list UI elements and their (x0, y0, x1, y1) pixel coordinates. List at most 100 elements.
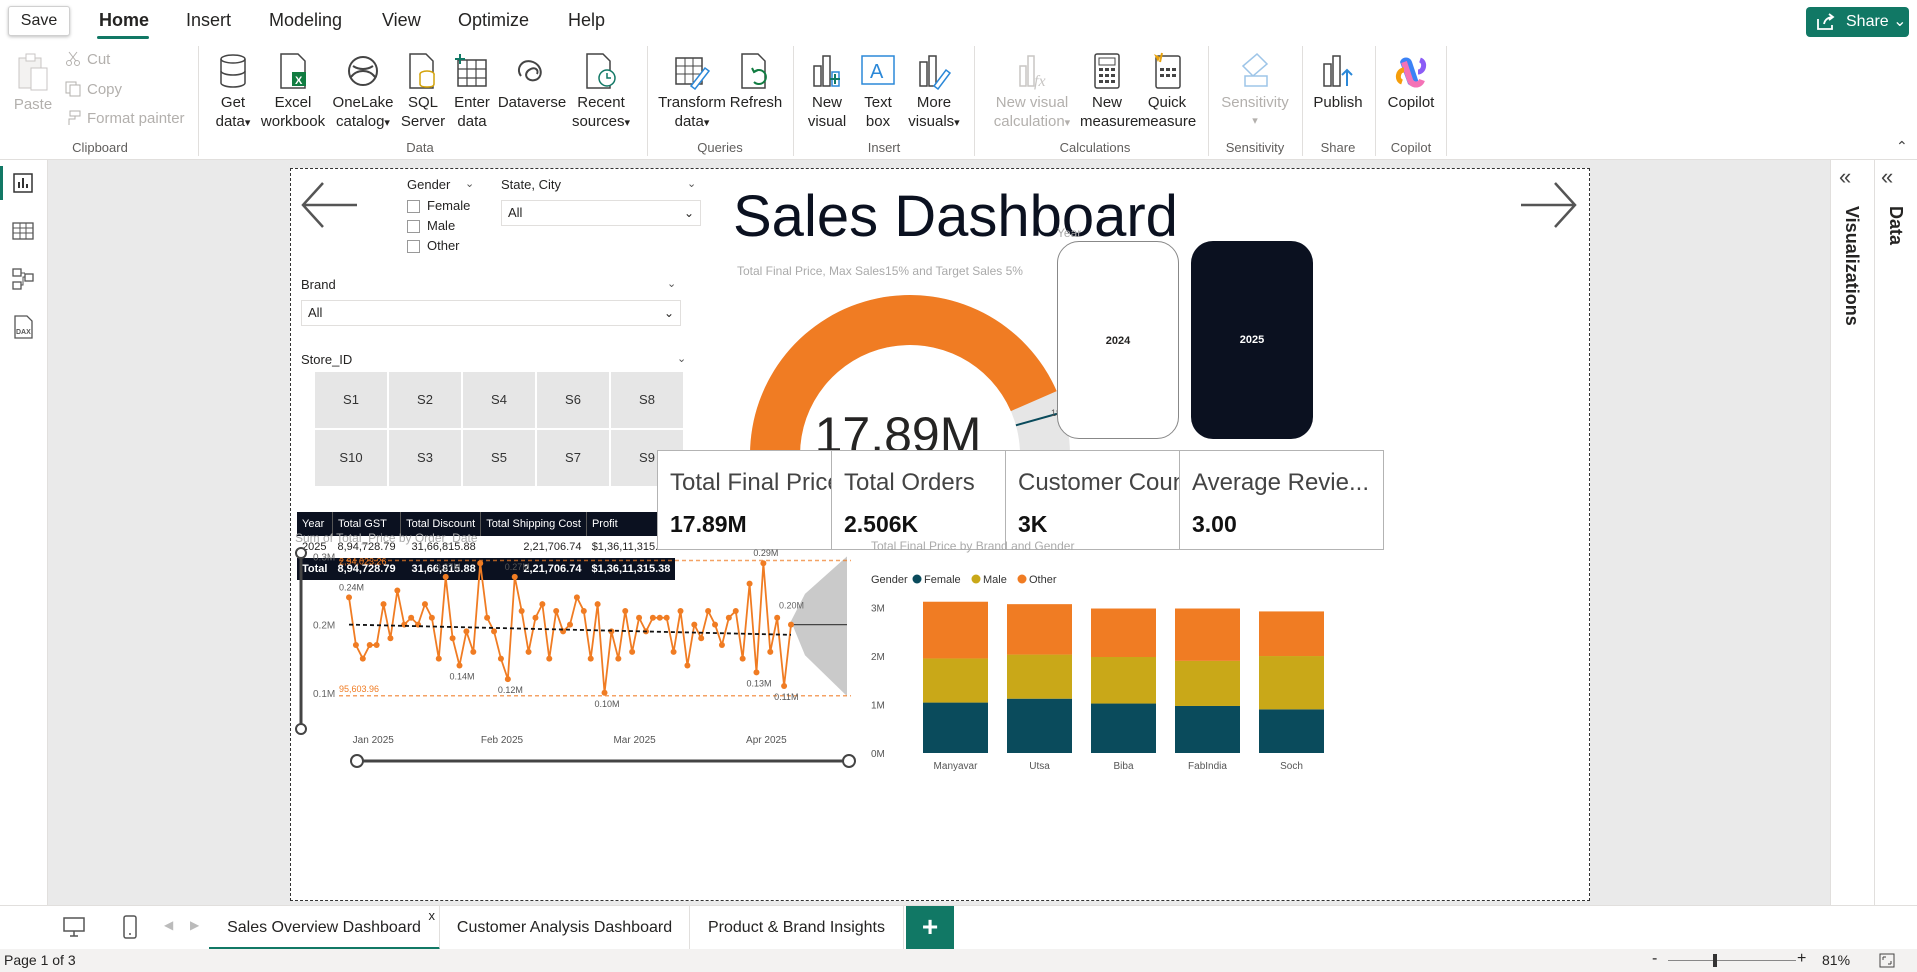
data-point[interactable] (387, 635, 394, 642)
excel-workbook-button[interactable]: X Excel workbook (260, 52, 326, 131)
data-point[interactable] (760, 560, 767, 567)
tab-home[interactable]: Home (99, 10, 150, 30)
data-point[interactable] (352, 642, 359, 649)
data-point[interactable] (788, 621, 794, 628)
year-option-2025[interactable]: 2025 (1191, 241, 1313, 439)
desktop-layout-icon[interactable] (62, 916, 86, 938)
store-tile[interactable]: S3 (389, 430, 461, 486)
data-point[interactable] (705, 607, 712, 614)
store-tile[interactable]: S5 (463, 430, 535, 486)
bar-segment[interactable] (1175, 705, 1240, 753)
data-point[interactable] (622, 607, 629, 614)
bar-segment[interactable] (1007, 698, 1072, 753)
data-point[interactable] (518, 607, 525, 614)
bar-segment[interactable] (1007, 654, 1072, 699)
new-visual-button[interactable]: New visual (802, 52, 852, 131)
kpi-card-total-orders[interactable]: Total Orders 2.506K (831, 450, 1036, 550)
bar-segment[interactable] (923, 658, 988, 703)
data-point[interactable] (380, 601, 387, 608)
data-point[interactable] (497, 655, 504, 662)
copilot-button[interactable]: Copilot (1380, 52, 1442, 112)
share-button[interactable]: Share ⌄ (1806, 7, 1909, 37)
data-point[interactable] (753, 669, 760, 676)
data-point[interactable] (677, 607, 684, 614)
table-view-icon[interactable] (10, 218, 36, 244)
bar-segment[interactable] (1091, 608, 1156, 657)
data-point[interactable] (594, 601, 601, 608)
data-point[interactable] (463, 628, 470, 635)
data-point[interactable] (670, 648, 677, 655)
legend-label[interactable]: Other (1029, 574, 1057, 586)
visualizations-pane-tab[interactable]: Visualizations (1842, 206, 1862, 326)
data-point[interactable] (691, 621, 698, 628)
tab-insert[interactable]: Insert (186, 10, 232, 30)
data-point[interactable] (394, 587, 401, 594)
data-point[interactable] (366, 642, 373, 649)
data-point[interactable] (546, 655, 553, 662)
data-point[interactable] (525, 648, 532, 655)
data-point[interactable] (656, 614, 663, 621)
data-point[interactable] (477, 560, 484, 567)
data-point[interactable] (373, 642, 380, 649)
chevron-down-icon[interactable]: ⌄ (465, 178, 475, 190)
transform-data-button[interactable]: Transform data▾ (656, 52, 728, 133)
format-painter-button[interactable]: Format painter (65, 108, 185, 132)
data-point[interactable] (684, 662, 691, 669)
data-point[interactable] (615, 655, 622, 662)
zoom-in-button[interactable]: + (1797, 950, 1807, 967)
paste-button[interactable]: Paste (12, 52, 54, 114)
data-point[interactable] (629, 648, 636, 655)
bar-segment[interactable] (1007, 604, 1072, 655)
store-tile[interactable]: S10 (315, 430, 387, 486)
tab-optimize[interactable]: Optimize (458, 10, 530, 30)
x-slider-handle[interactable] (842, 754, 856, 768)
data-point[interactable] (484, 614, 491, 621)
data-point[interactable] (573, 594, 580, 601)
zoom-slider-thumb[interactable] (1713, 954, 1717, 967)
bar-segment[interactable] (1175, 608, 1240, 661)
fit-to-page-icon[interactable] (1878, 952, 1896, 969)
data-point[interactable] (567, 621, 573, 628)
close-tab-icon[interactable]: x (428, 908, 436, 923)
cut-button[interactable]: Cut (65, 49, 110, 73)
table-header[interactable]: Total Discount (400, 512, 482, 536)
data-pane-tab[interactable]: Data (1886, 206, 1906, 246)
onelake-catalog-button[interactable]: OneLake catalog▾ (328, 52, 398, 133)
tab-modeling[interactable]: Modeling (269, 10, 343, 30)
recent-sources-button[interactable]: Recent sources▾ (568, 52, 634, 133)
data-point[interactable] (359, 655, 366, 662)
zoom-slider-track[interactable] (1668, 960, 1796, 961)
data-point[interactable] (428, 614, 435, 621)
data-point[interactable] (580, 607, 587, 614)
data-point[interactable] (663, 614, 670, 621)
data-point[interactable] (470, 648, 477, 655)
tab-help[interactable]: Help (568, 10, 606, 30)
bar-segment[interactable] (1091, 703, 1156, 753)
data-point[interactable] (587, 655, 594, 662)
kpi-card-total-final-price[interactable]: Total Final Price 17.89M (657, 450, 862, 550)
sql-server-button[interactable]: SQL Server (398, 52, 448, 131)
data-point[interactable] (718, 642, 725, 649)
y-slider-handle[interactable] (295, 723, 307, 735)
data-point[interactable] (746, 580, 753, 587)
bar-segment[interactable] (1259, 709, 1324, 753)
data-point[interactable] (449, 635, 456, 642)
data-point[interactable] (636, 614, 643, 621)
sensitivity-button[interactable]: Sensitivity ▾ (1214, 52, 1296, 131)
gender-option-other[interactable]: Other (407, 236, 479, 256)
chevron-down-icon[interactable]: ⌄ (687, 178, 697, 190)
tab-customer-analysis[interactable]: Customer Analysis Dashboard (440, 906, 690, 950)
bar-segment[interactable] (923, 702, 988, 753)
data-point[interactable] (601, 689, 608, 696)
year-option-2024[interactable]: 2024 (1057, 241, 1179, 439)
x-slider-handle[interactable] (350, 754, 364, 768)
store-tile[interactable]: S1 (315, 372, 387, 428)
zoom-out-button[interactable]: - (1652, 950, 1658, 967)
stacked-bar-chart[interactable]: Gender Female Male Other 0M 1M 2M 3M Manyavar Uts… (865, 553, 1335, 775)
report-view-icon[interactable] (10, 170, 36, 196)
next-page-icon[interactable]: ▶ (190, 918, 200, 932)
table-header[interactable]: Total GST (332, 512, 402, 536)
more-visuals-button[interactable]: More visuals▾ (904, 52, 964, 133)
data-point[interactable] (456, 662, 463, 669)
kpi-card-customer-count[interactable]: Customer Count 3K (1005, 450, 1210, 550)
